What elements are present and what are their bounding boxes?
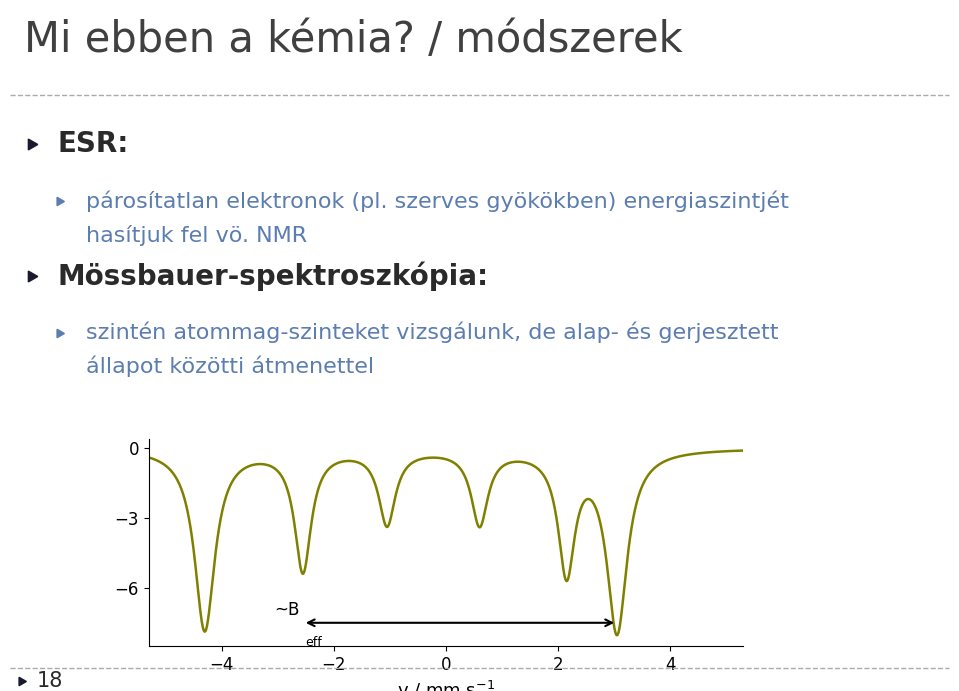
Text: eff: eff (306, 636, 322, 649)
Text: ~B: ~B (274, 601, 300, 619)
Text: hasítjuk fel vö. NMR: hasítjuk fel vö. NMR (86, 225, 308, 246)
Text: 18: 18 (36, 671, 63, 690)
X-axis label: v / mm s$^{-1}$: v / mm s$^{-1}$ (397, 679, 495, 691)
Text: Mi ebben a kémia? / módszerek: Mi ebben a kémia? / módszerek (24, 19, 683, 61)
Text: párosítatlan elektronok (pl. szerves gyökökben) energiaszintjét: párosítatlan elektronok (pl. szerves gyö… (86, 190, 789, 212)
Text: Mössbauer-spektroszkópia:: Mössbauer-spektroszkópia: (58, 261, 489, 290)
Text: szintén atommag-szinteket vizsgálunk, de alap- és gerjesztett: szintén atommag-szinteket vizsgálunk, de… (86, 322, 779, 343)
Text: ESR:: ESR: (58, 130, 129, 158)
Text: állapot közötti átmenettel: állapot közötti átmenettel (86, 356, 374, 377)
